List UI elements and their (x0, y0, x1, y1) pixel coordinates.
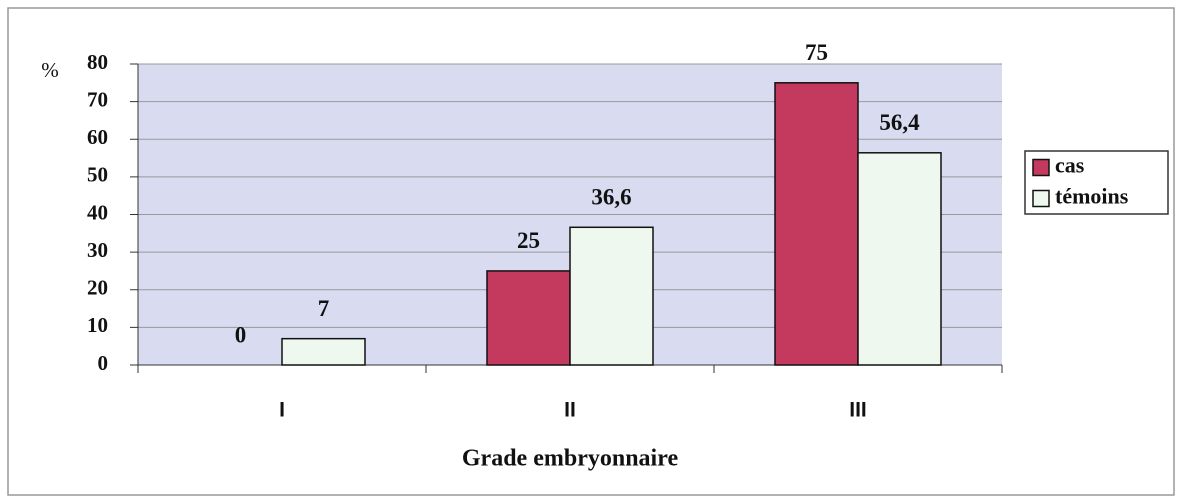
value-label: 25 (517, 228, 540, 253)
value-label: 36,6 (591, 185, 631, 210)
x-tick-label: II (564, 399, 576, 422)
legend-label: cas (1055, 153, 1085, 178)
y-tick-label: 0 (98, 351, 109, 375)
value-label: 75 (805, 40, 828, 65)
bar (569, 226, 654, 366)
y-tick-label: 30 (87, 238, 108, 262)
y-axis-label: % (41, 58, 59, 82)
value-label: 7 (318, 296, 330, 321)
bar (857, 152, 942, 366)
y-tick-label: 50 (87, 163, 108, 187)
bar (774, 82, 859, 366)
value-label: 56,4 (879, 110, 920, 135)
bar (486, 270, 571, 366)
y-tick-label: 10 (87, 313, 108, 337)
y-tick-label: 80 (87, 50, 108, 74)
x-tick-label: I (279, 399, 285, 422)
y-tick-label: 60 (87, 125, 108, 149)
legend-swatch (1032, 158, 1050, 177)
y-tick-label: 40 (87, 200, 108, 224)
value-label: 0 (235, 322, 247, 347)
bar (281, 337, 366, 366)
legend-label: témoins (1055, 184, 1129, 209)
x-axis-label: Grade embryonnaire (462, 446, 679, 472)
y-tick-label: 20 (87, 276, 108, 300)
legend-swatch (1032, 189, 1050, 208)
x-tick-label: III (849, 399, 867, 422)
y-tick-label: 70 (87, 87, 108, 111)
